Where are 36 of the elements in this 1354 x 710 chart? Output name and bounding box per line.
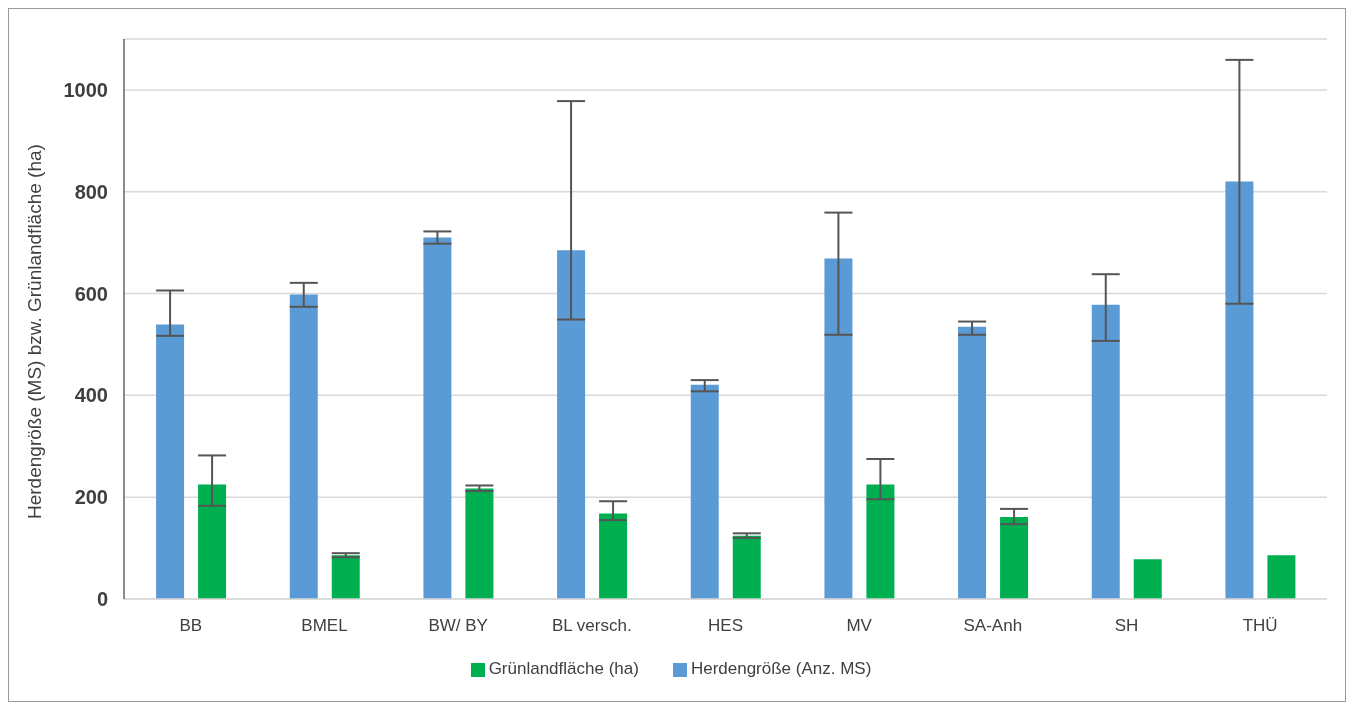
bar: [557, 250, 586, 599]
bar: [866, 484, 895, 599]
legend-label: Herdengröße (Anz. MS): [690, 659, 872, 678]
bar: [1091, 304, 1120, 599]
y-tick-label: 400: [74, 384, 108, 407]
bar: [1267, 555, 1296, 599]
bar: [1133, 559, 1162, 599]
bar: [958, 326, 987, 599]
bar: [599, 513, 628, 599]
legend-label: Grünlandfläche (ha): [488, 659, 639, 678]
bar: [423, 237, 452, 599]
x-tick-label: SH: [1114, 616, 1139, 636]
y-tick-label: 600: [74, 282, 108, 305]
bar: [198, 484, 227, 599]
x-tick-label: HES: [708, 616, 743, 636]
bar: [1000, 517, 1029, 599]
bar: [156, 324, 185, 599]
bar: [331, 555, 360, 599]
y-tick-label: 800: [74, 180, 108, 203]
x-tick-label: BL versch.: [551, 616, 632, 636]
x-tick-label: SA-Anh: [963, 616, 1023, 636]
x-tick-label: BW/ BY: [428, 616, 488, 636]
x-tick-label: THÜ: [1242, 616, 1278, 636]
bar: [1225, 181, 1254, 599]
y-tick-label: 200: [74, 486, 108, 509]
y-tick-label: 0: [96, 588, 108, 611]
x-tick-label: BMEL: [301, 616, 348, 636]
bar: [824, 258, 853, 599]
bar: [465, 488, 494, 599]
x-tick-label: MV: [846, 616, 873, 636]
y-tick-label: 1000: [63, 79, 108, 102]
y-axis-title: Herdengröße (MS) bzw. Grünlandfläche (ha): [23, 144, 45, 519]
bar: [289, 294, 318, 599]
bar: [690, 384, 719, 599]
bar: [732, 535, 761, 599]
x-tick-label: BB: [179, 616, 203, 636]
